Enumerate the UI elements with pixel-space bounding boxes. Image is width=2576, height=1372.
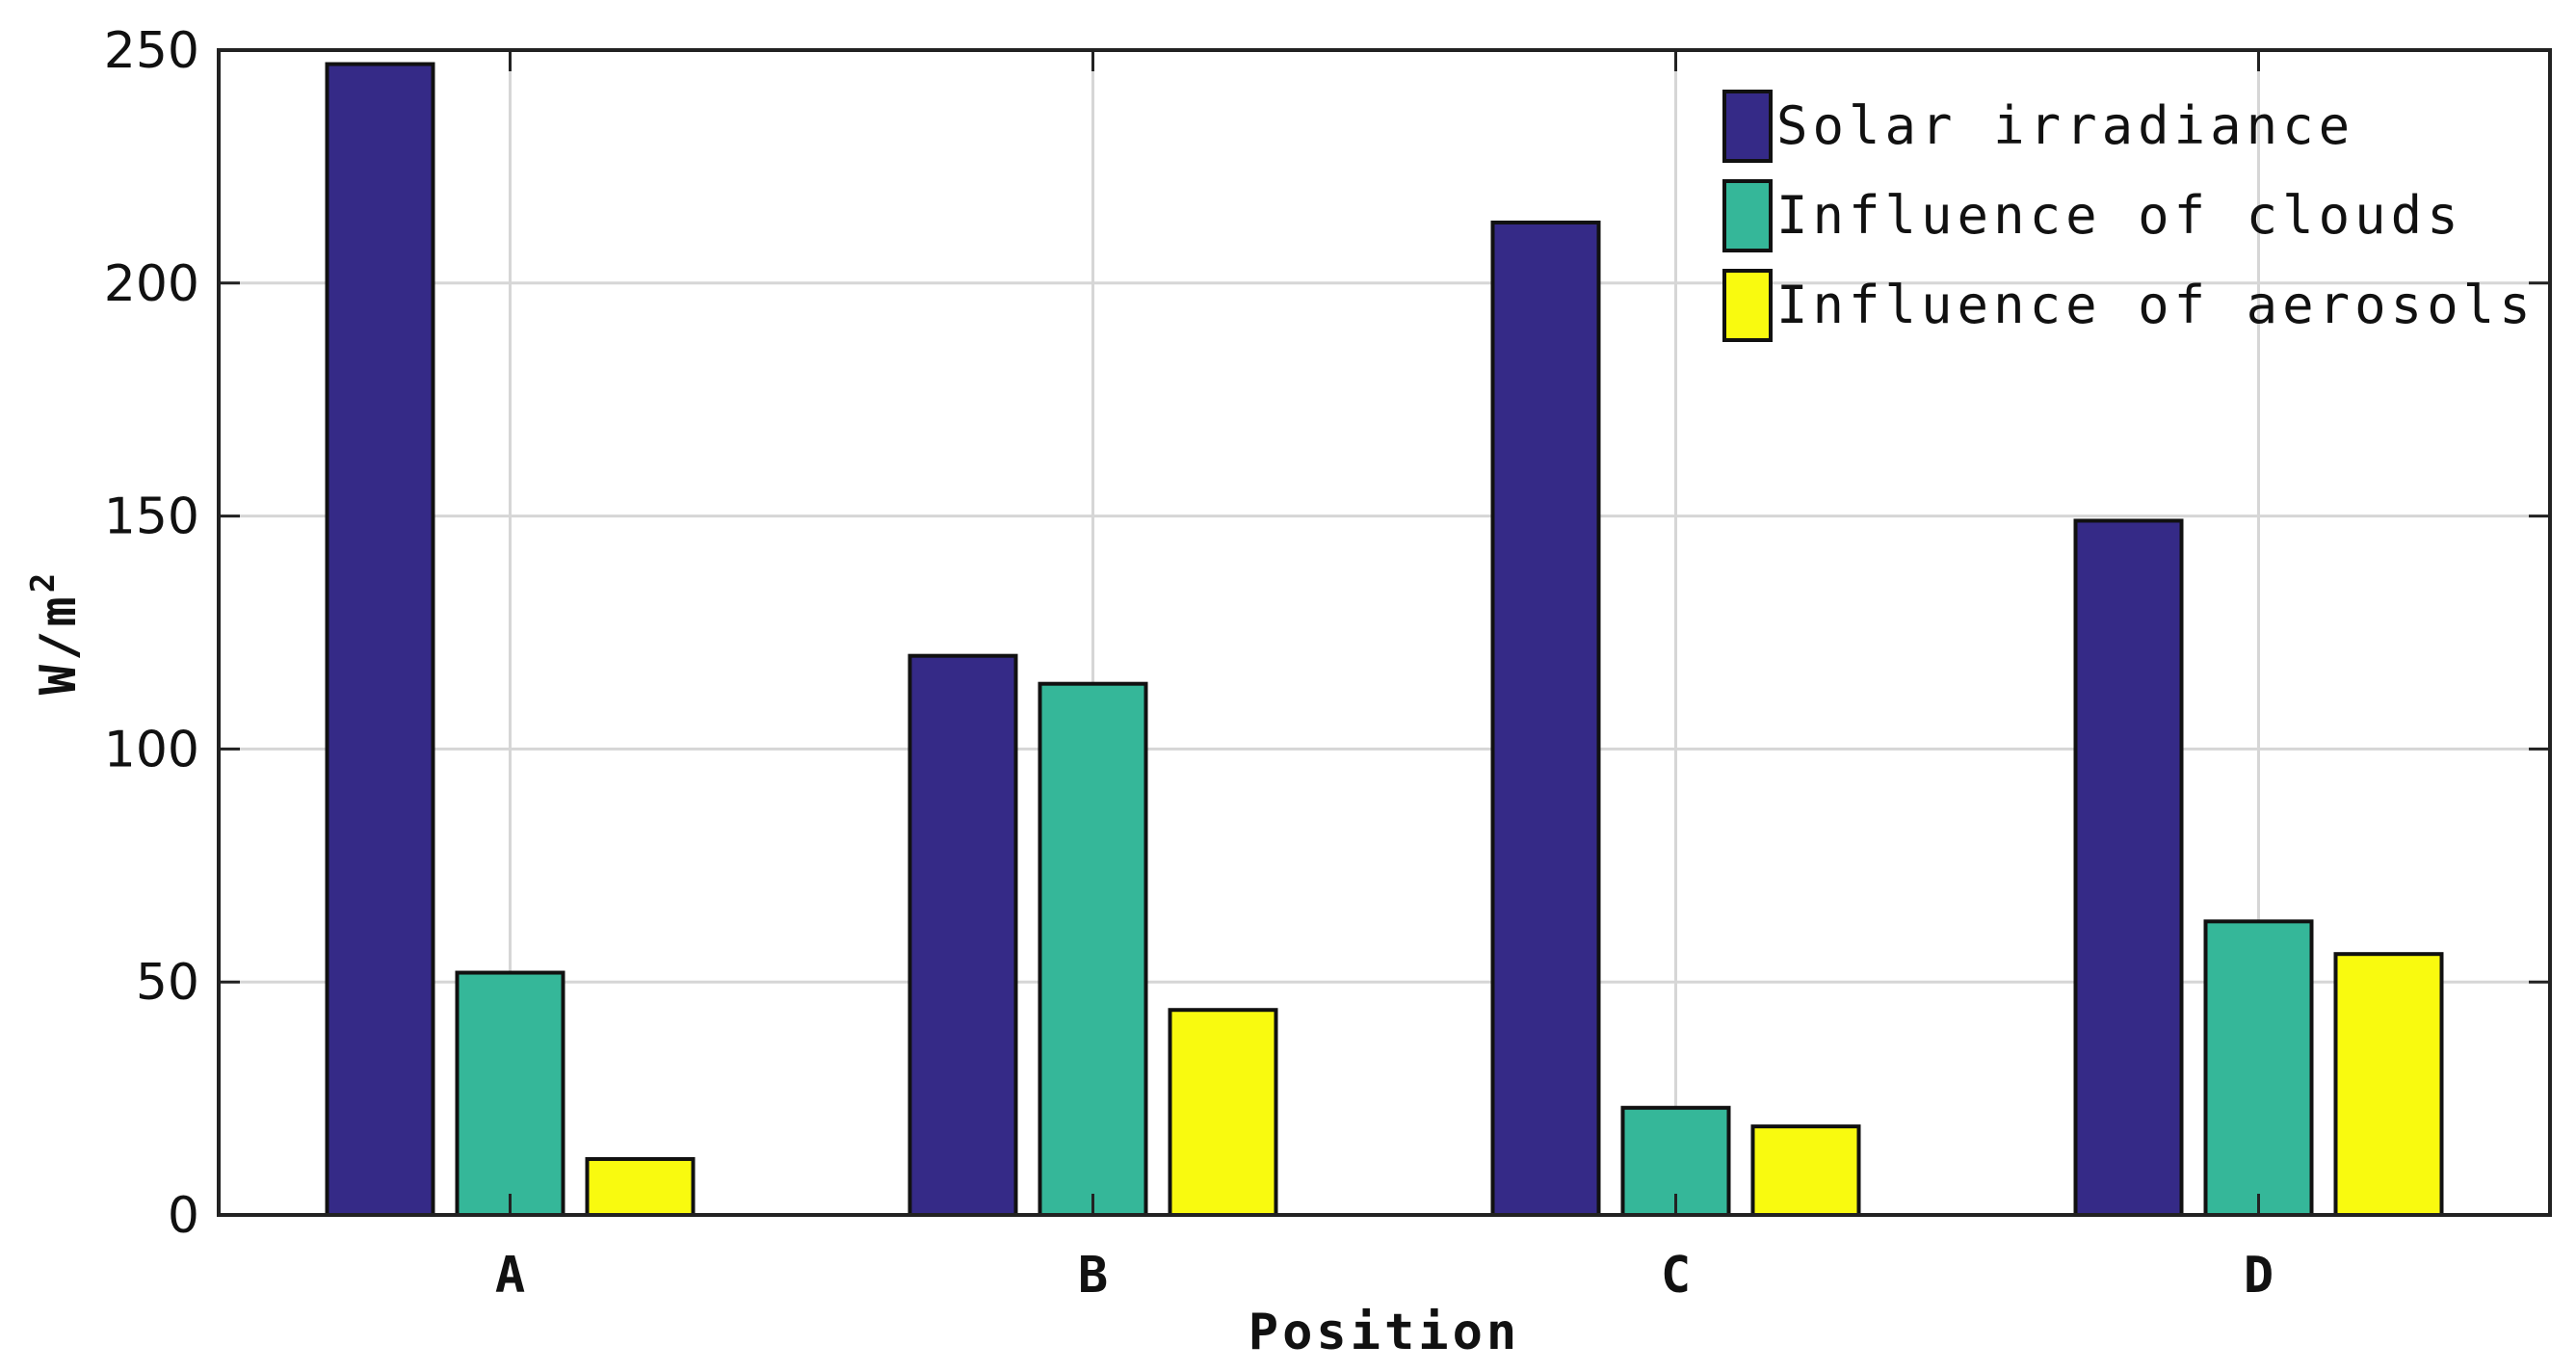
legend-label: Influence of clouds xyxy=(1776,185,2463,246)
y-tick-label: 50 xyxy=(136,954,199,1012)
legend: Solar irradiance Influence of clouds Influ… xyxy=(1722,90,2536,342)
y-axis-title: W/m2 xyxy=(24,569,88,695)
bar-influence-of-clouds-b xyxy=(1038,681,1148,1217)
bar-solar-irradiance-d xyxy=(2073,518,2184,1217)
y-tick-label: 250 xyxy=(104,22,199,80)
legend-swatch xyxy=(1722,90,1773,163)
bar-influence-of-clouds-a xyxy=(455,970,565,1218)
svg-text:W/m2: W/m2 xyxy=(24,569,88,695)
y-axis-title-base: W/m xyxy=(30,593,88,695)
bar-influence-of-aerosols-b xyxy=(1168,1008,1278,1217)
x-tick-label: B xyxy=(1078,1247,1108,1305)
x-tick-label: A xyxy=(495,1247,525,1305)
legend-label: Influence of aerosols xyxy=(1776,275,2536,335)
y-tick-label: 200 xyxy=(104,255,199,313)
bar-influence-of-aerosols-d xyxy=(2333,952,2444,1218)
bars xyxy=(325,62,2444,1218)
plot-area-frame xyxy=(217,48,2552,1217)
legend-swatch xyxy=(1722,179,1773,252)
y-tick-label: 100 xyxy=(104,721,199,778)
bar-solar-irradiance-a xyxy=(325,62,435,1217)
x-axis-ticks: A B C D xyxy=(495,50,2274,1305)
legend-label: Solar irradiance xyxy=(1776,95,2354,156)
bar-solar-irradiance-b xyxy=(907,653,1018,1217)
y-tick-label: 150 xyxy=(104,488,199,546)
x-tick-label: D xyxy=(2244,1247,2274,1305)
y-axis-title-superscript: 2 xyxy=(24,569,63,593)
x-tick-label: C xyxy=(1661,1247,1691,1305)
legend-swatch xyxy=(1722,269,1773,342)
bar-influence-of-clouds-d xyxy=(2203,919,2314,1217)
y-axis-ticks: 0 50 100 150 200 250 xyxy=(104,22,2550,1245)
bar-influence-of-aerosols-a xyxy=(585,1156,696,1218)
bar-solar-irradiance-c xyxy=(1490,220,1601,1217)
bar-influence-of-aerosols-c xyxy=(1750,1124,1861,1217)
x-axis-title: Position xyxy=(1249,1304,1520,1361)
y-tick-label: 0 xyxy=(168,1187,199,1245)
